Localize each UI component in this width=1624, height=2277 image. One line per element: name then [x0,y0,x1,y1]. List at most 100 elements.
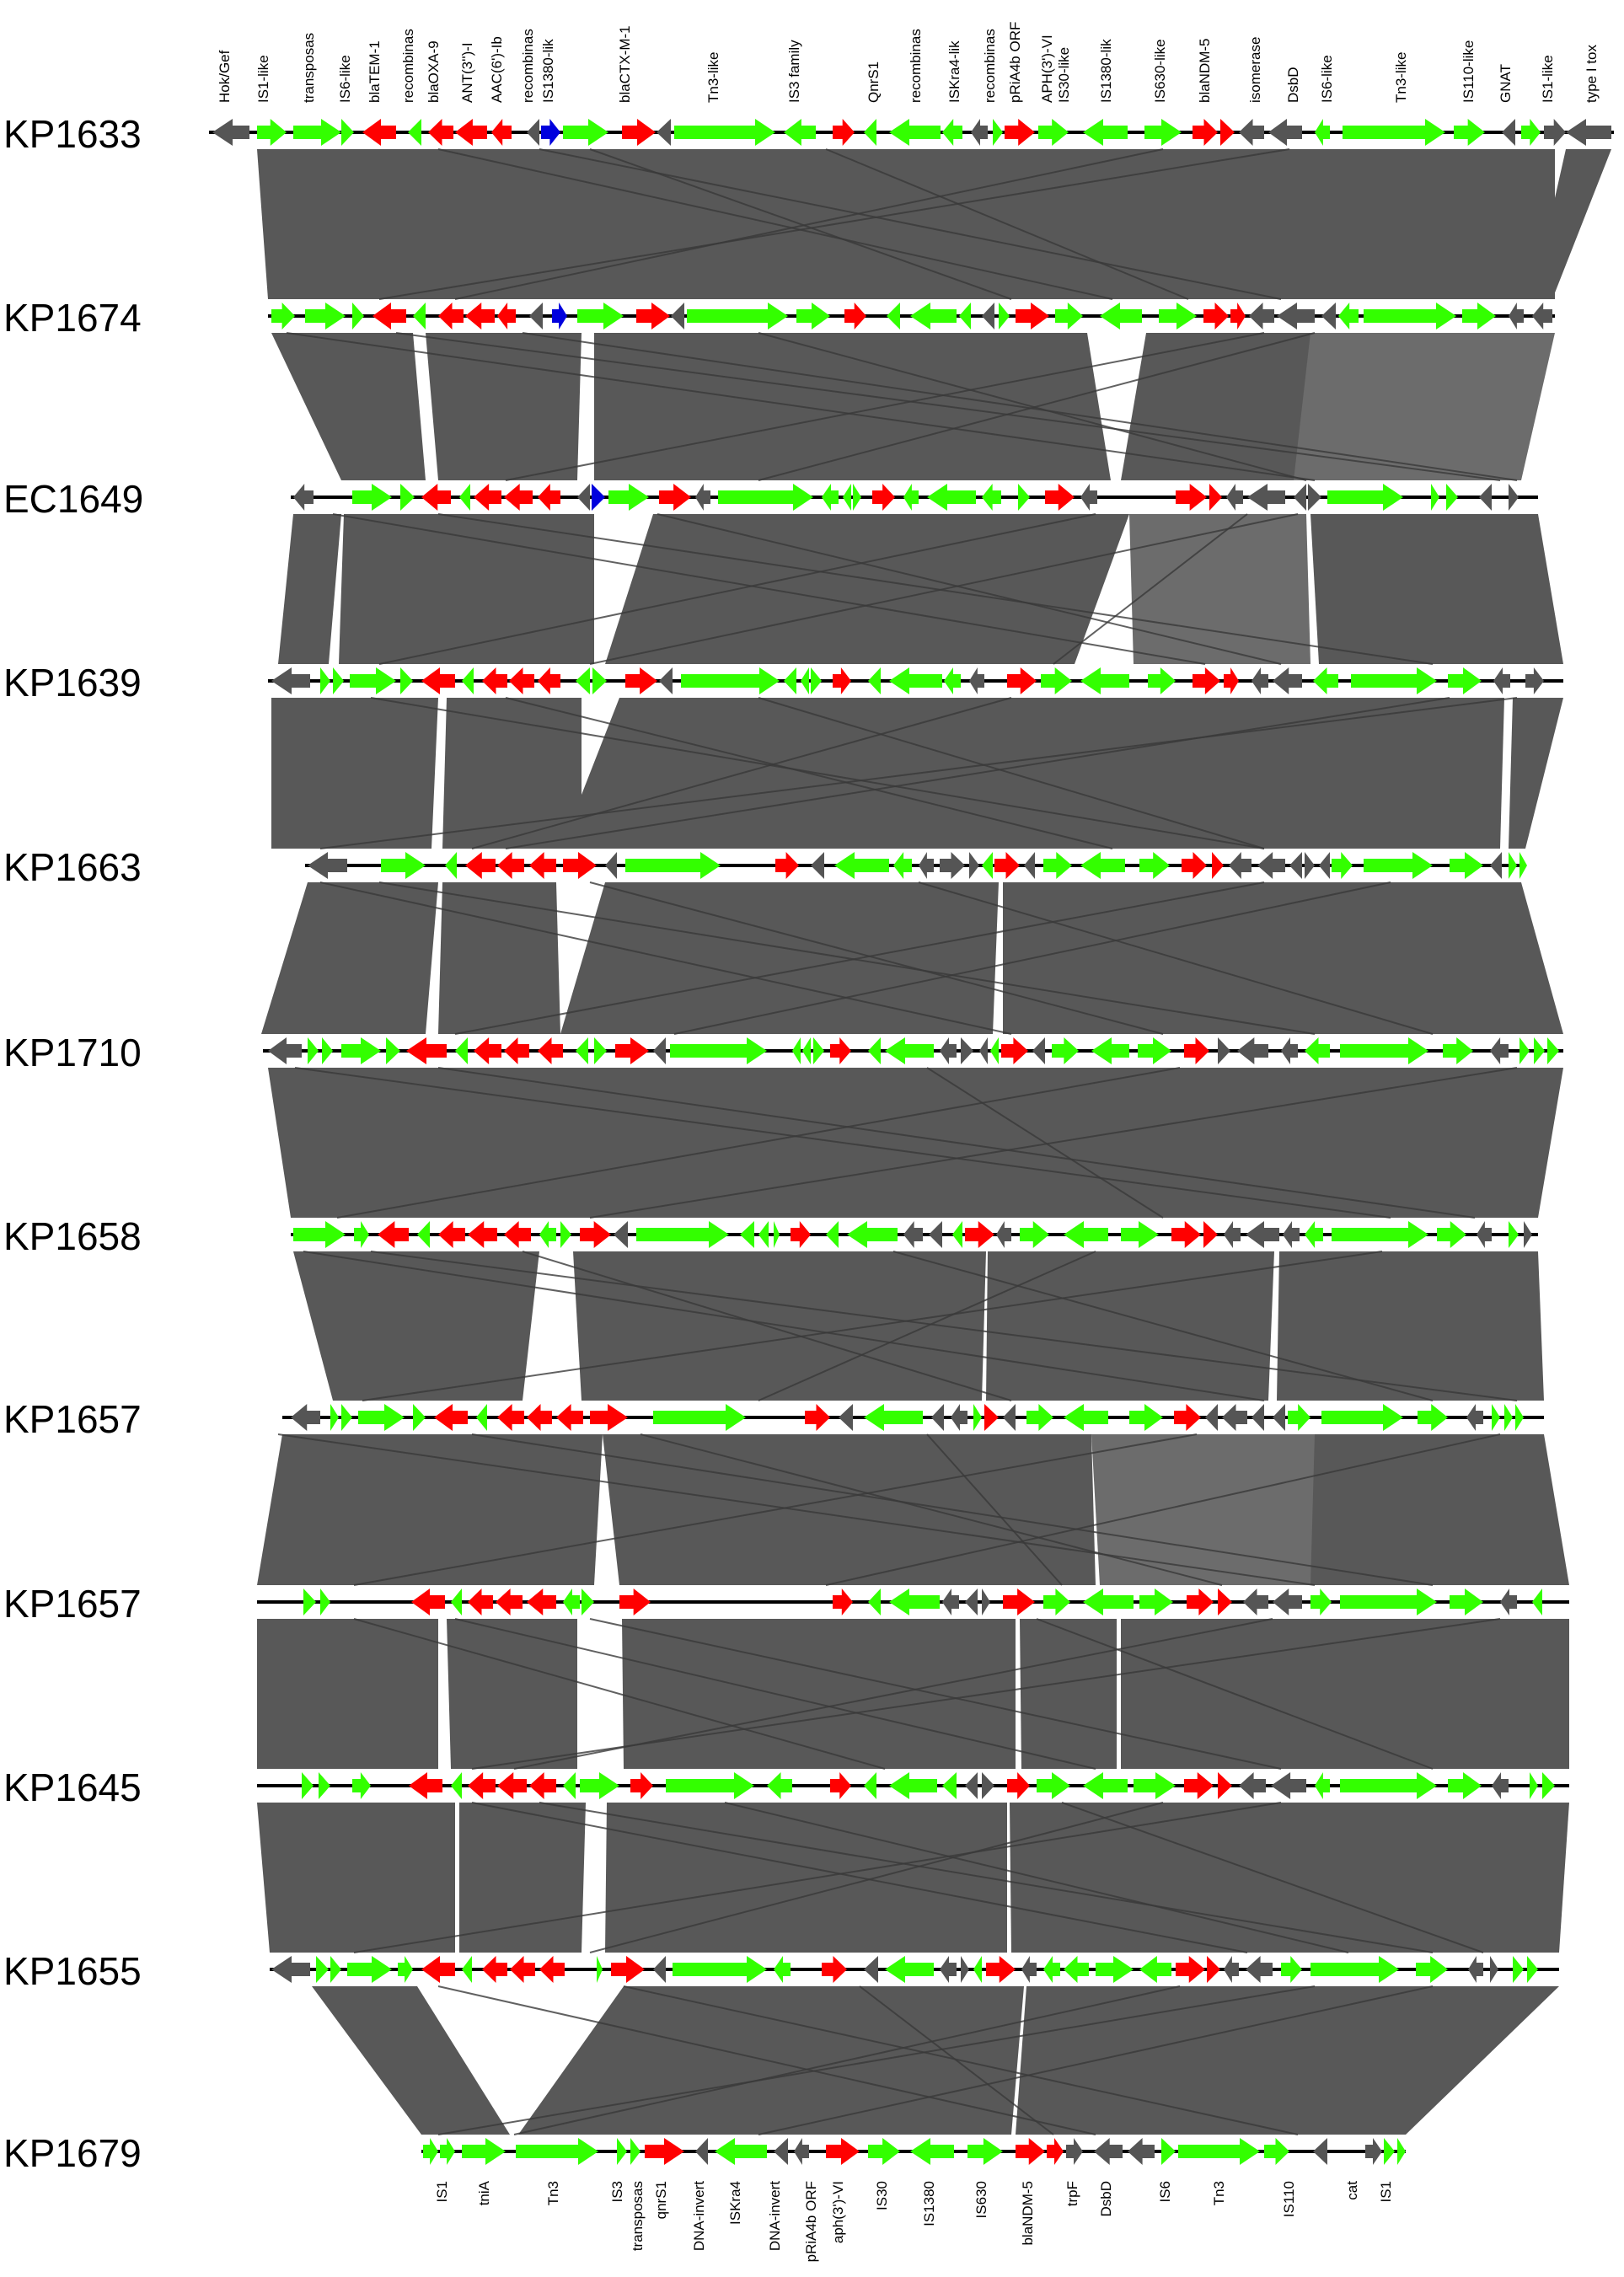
mobile-element-gene-arrow[interactable] [889,119,941,146]
resistance-gene-arrow[interactable] [833,667,851,694]
mobile-element-gene-arrow[interactable] [576,1037,588,1064]
other-gene-arrow[interactable] [653,1037,666,1064]
mobile-element-gene-arrow[interactable] [1431,484,1439,511]
mobile-element-gene-arrow[interactable] [455,1037,468,1064]
mobile-element-gene-arrow[interactable] [594,1037,607,1064]
mobile-element-gene-arrow[interactable] [302,1772,314,1799]
mobile-element-gene-arrow[interactable] [1340,1589,1437,1615]
mobile-element-gene-arrow[interactable] [630,2138,640,2165]
mobile-element-gene-arrow[interactable] [1037,1772,1070,1799]
resistance-gene-arrow[interactable] [491,119,512,146]
mobile-element-gene-arrow[interactable] [413,1404,426,1431]
other-gene-arrow[interactable] [1246,1956,1273,1983]
other-gene-arrow[interactable] [1273,1589,1302,1615]
resistance-gene-arrow[interactable] [563,852,597,879]
other-gene-arrow[interactable] [1066,2138,1083,2165]
mobile-element-gene-arrow[interactable] [1313,667,1338,694]
resistance-gene-arrow[interactable] [482,667,507,694]
resistance-gene-arrow[interactable] [421,484,451,511]
other-gene-arrow[interactable] [1249,303,1274,329]
resistance-gene-arrow[interactable] [830,1772,851,1799]
resistance-gene-arrow[interactable] [1203,303,1229,329]
mobile-element-gene-arrow[interactable] [673,1956,767,1983]
mobile-element-gene-arrow[interactable] [868,1589,881,1615]
other-gene-arrow[interactable] [1493,667,1510,694]
mobile-element-gene-arrow[interactable] [1454,119,1485,146]
mobile-element-gene-arrow[interactable] [413,303,426,329]
mobile-element-gene-arrow[interactable] [1315,1772,1330,1799]
other-gene-arrow[interactable] [1271,1772,1306,1799]
mobile-element-gene-arrow[interactable] [381,852,426,879]
mobile-element-gene-arrow[interactable] [889,1589,940,1615]
other-gene-arrow[interactable] [969,667,984,694]
mobile-element-gene-arrow[interactable] [560,1221,571,1248]
resistance-gene-arrow[interactable] [510,1956,535,1983]
other-gene-arrow[interactable] [695,2138,708,2165]
mobile-element-gene-arrow[interactable] [1305,1037,1330,1064]
mobile-element-gene-arrow[interactable] [271,303,295,329]
mobile-element-gene-arrow[interactable] [1532,1589,1542,1615]
other-gene-arrow[interactable] [1218,1037,1230,1064]
resistance-gene-arrow[interactable] [1007,1772,1030,1799]
resistance-gene-arrow[interactable] [1047,2138,1064,2165]
mobile-element-gene-arrow[interactable] [889,1772,937,1799]
resistance-gene-arrow[interactable] [465,303,495,329]
other-gene-arrow[interactable] [1492,1772,1509,1799]
other-gene-arrow[interactable] [293,484,314,511]
mobile-element-gene-arrow[interactable] [1450,1589,1483,1615]
resistance-gene-arrow[interactable] [830,1037,851,1064]
other-gene-arrow[interactable] [1509,484,1519,511]
resistance-gene-arrow[interactable] [1174,1404,1201,1431]
resistance-gene-arrow[interactable] [438,1221,465,1248]
mobile-element-gene-arrow[interactable] [681,667,780,694]
other-gene-arrow[interactable] [1094,2138,1123,2165]
other-gene-arrow[interactable] [527,119,539,146]
resistance-gene-arrow[interactable] [615,1037,649,1064]
resistance-gene-arrow[interactable] [362,119,396,146]
other-gene-arrow[interactable] [1224,1956,1239,1983]
mobile-element-gene-arrow[interactable] [864,1404,923,1431]
mobile-element-gene-arrow[interactable] [580,1772,619,1799]
other-gene-arrow[interactable] [1080,484,1097,511]
mobile-element-gene-arrow[interactable] [864,119,876,146]
other-gene-arrow[interactable] [1289,852,1302,879]
other-gene-arrow[interactable] [1024,852,1035,879]
other-gene-arrow[interactable] [1128,2138,1155,2165]
resistance-gene-arrow[interactable] [434,1404,468,1431]
other-gene-arrow[interactable] [940,1037,957,1064]
other-gene-arrow[interactable] [1319,852,1330,879]
resistance-gene-arrow[interactable] [1001,1037,1028,1064]
other-gene-arrow[interactable] [1246,1221,1279,1248]
resistance-gene-arrow[interactable] [465,852,496,879]
mobile-element-gene-arrow[interactable] [1418,1404,1448,1431]
mobile-element-gene-arrow[interactable] [358,1404,405,1431]
resistance-gene-arrow[interactable] [482,1956,507,1983]
mobile-element-gene-arrow[interactable] [1134,1772,1176,1799]
mobile-element-gene-arrow[interactable] [350,667,396,694]
mobile-element-gene-arrow[interactable] [1064,1956,1089,1983]
mobile-element-gene-arrow[interactable] [999,303,1010,329]
mobile-element-gene-arrow[interactable] [1534,1037,1545,1064]
other-gene-arrow[interactable] [982,1772,994,1799]
other-gene-arrow[interactable] [1205,1404,1218,1431]
resistance-gene-arrow[interactable] [455,119,487,146]
resistance-gene-arrow[interactable] [1187,1589,1214,1615]
mobile-element-gene-arrow[interactable] [1446,484,1458,511]
mobile-element-gene-arrow[interactable] [802,1037,811,1064]
resistance-gene-arrow[interactable] [1218,1589,1232,1615]
other-gene-arrow[interactable] [271,1956,310,1983]
mobile-element-gene-arrow[interactable] [400,484,415,511]
mobile-element-gene-arrow[interactable] [666,1772,754,1799]
resistance-gene-arrow[interactable] [378,1221,409,1248]
mobile-element-gene-arrow[interactable] [330,1404,339,1431]
mobile-element-gene-arrow[interactable] [903,484,919,511]
mobile-element-gene-arrow[interactable] [885,1956,934,1983]
resistance-gene-arrow[interactable] [833,1589,853,1615]
mobile-element-gene-arrow[interactable] [1264,2138,1289,2165]
resistance-gene-arrow[interactable] [538,1037,563,1064]
other-gene-arrow[interactable] [1283,1221,1300,1248]
resistance-gene-arrow[interactable] [844,303,866,329]
mobile-element-gene-arrow[interactable] [893,852,912,879]
resistance-gene-arrow[interactable] [994,852,1020,879]
mobile-element-gene-arrow[interactable] [293,119,341,146]
